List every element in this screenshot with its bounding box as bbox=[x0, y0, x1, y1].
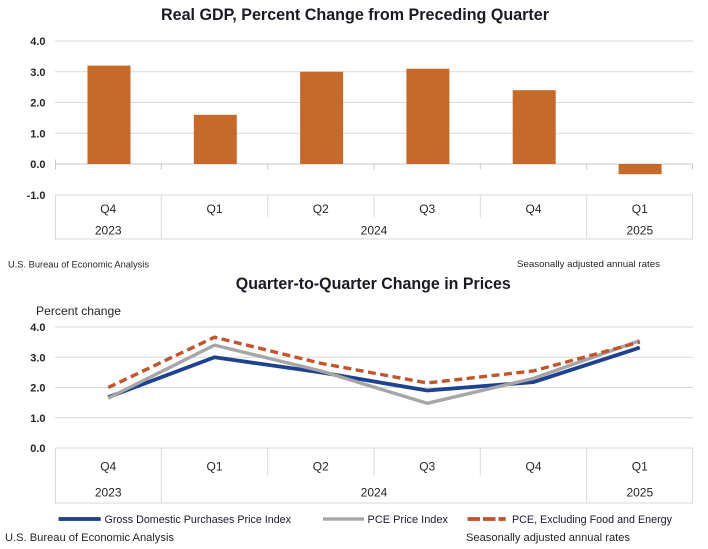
svg-text:2.0: 2.0 bbox=[30, 98, 45, 110]
svg-text:1.0: 1.0 bbox=[30, 413, 45, 425]
svg-text:Seasonally adjusted annual rat: Seasonally adjusted annual rates bbox=[517, 259, 660, 270]
svg-text:Gross Domestic Purchases Price: Gross Domestic Purchases Price Index bbox=[105, 514, 292, 526]
svg-text:Q4: Q4 bbox=[100, 202, 116, 216]
svg-text:Q3: Q3 bbox=[419, 459, 435, 473]
svg-text:1.0: 1.0 bbox=[30, 128, 45, 140]
svg-text:Q3: Q3 bbox=[419, 202, 435, 216]
svg-text:2023: 2023 bbox=[95, 224, 122, 238]
svg-text:Percent change: Percent change bbox=[36, 304, 121, 318]
svg-text:2023: 2023 bbox=[95, 486, 122, 500]
svg-text:3.0: 3.0 bbox=[30, 352, 45, 364]
svg-text:2.0: 2.0 bbox=[30, 383, 45, 395]
svg-text:2025: 2025 bbox=[626, 486, 653, 500]
svg-text:Real GDP, Percent Change from: Real GDP, Percent Change from Preceding … bbox=[161, 5, 549, 24]
svg-text:Q1: Q1 bbox=[632, 459, 648, 473]
svg-text:2025: 2025 bbox=[626, 224, 653, 238]
svg-text:2024: 2024 bbox=[361, 224, 388, 238]
svg-text:PCE Price Index: PCE Price Index bbox=[368, 514, 449, 526]
svg-text:3.0: 3.0 bbox=[30, 67, 45, 79]
svg-text:Q1: Q1 bbox=[632, 202, 648, 216]
svg-text:4.0: 4.0 bbox=[30, 322, 45, 334]
svg-text:Q4: Q4 bbox=[525, 459, 541, 473]
svg-text:U.S. Bureau of Economic Analys: U.S. Bureau of Economic Analysis bbox=[8, 259, 149, 270]
svg-text:U.S. Bureau of Economic Analys: U.S. Bureau of Economic Analysis bbox=[5, 532, 174, 544]
svg-text:Q4: Q4 bbox=[525, 202, 541, 216]
svg-text:Q2: Q2 bbox=[313, 459, 329, 473]
svg-text:Seasonally adjusted annual rat: Seasonally adjusted annual rates bbox=[466, 532, 631, 544]
svg-text:Q2: Q2 bbox=[313, 202, 329, 216]
svg-text:0.0: 0.0 bbox=[30, 159, 45, 171]
svg-text:Q1: Q1 bbox=[206, 459, 222, 473]
svg-text:2024: 2024 bbox=[361, 486, 388, 500]
svg-text:4.0: 4.0 bbox=[30, 36, 45, 48]
svg-text:0.0: 0.0 bbox=[30, 443, 45, 455]
svg-text:Q4: Q4 bbox=[100, 459, 116, 473]
svg-text:PCE, Excluding Food and Energy: PCE, Excluding Food and Energy bbox=[512, 514, 672, 526]
svg-text:-1.0: -1.0 bbox=[27, 190, 46, 202]
svg-text:Q1: Q1 bbox=[206, 202, 222, 216]
svg-text:Quarter-to-Quarter Change in P: Quarter-to-Quarter Change in Prices bbox=[236, 274, 511, 293]
